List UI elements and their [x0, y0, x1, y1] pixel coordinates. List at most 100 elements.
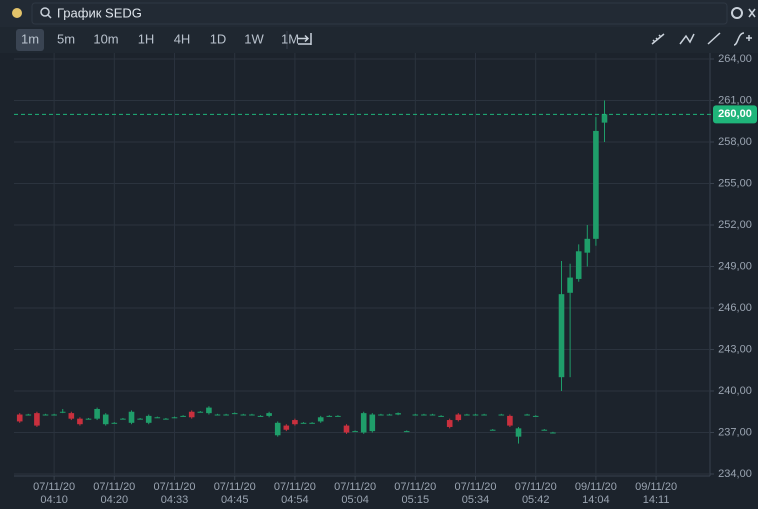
settings-icon[interactable]: [731, 7, 743, 19]
candle-body: [584, 238, 591, 253]
interval-button[interactable]: 1H: [138, 31, 155, 46]
y-tick-label: 234,00: [718, 468, 752, 480]
search-box[interactable]: [31, 2, 728, 25]
candle-body: [567, 277, 573, 293]
draw-icon[interactable]: [733, 32, 752, 46]
candle-body: [386, 414, 393, 416]
candle-body: [257, 415, 264, 417]
line-icon[interactable]: [707, 32, 721, 45]
candle-body: [214, 414, 221, 416]
candle-body: [489, 429, 496, 431]
candle-body: [464, 414, 470, 416]
search-icon: [40, 7, 50, 17]
candle-body: [481, 414, 487, 416]
candle-body: [240, 414, 247, 416]
interval-button[interactable]: 1W: [244, 31, 264, 46]
x-tick-label: 07/11/20 04:33: [153, 481, 196, 506]
interval-button[interactable]: 1D: [210, 31, 227, 46]
interval-button[interactable]: 4H: [174, 31, 191, 46]
window-dot[interactable]: [12, 8, 22, 18]
candle-body: [524, 414, 530, 416]
candle-body: [593, 130, 599, 239]
candle-body: [249, 414, 255, 416]
candle-body: [429, 414, 436, 416]
y-tick-label: 252,00: [718, 219, 752, 231]
candle-body: [472, 414, 479, 416]
interval-button[interactable]: 1M: [281, 31, 299, 46]
candle-body: [438, 415, 444, 417]
goto-end-icon[interactable]: [298, 33, 312, 45]
y-tick-label: 249,00: [718, 260, 752, 272]
candle-body: [85, 418, 92, 420]
active-interval-bg: [16, 29, 44, 51]
candle-body: [180, 415, 186, 417]
interval-button[interactable]: 10m: [93, 31, 118, 46]
search-icon: [47, 14, 52, 19]
y-tick-label: 240,00: [718, 385, 752, 397]
x-tick-label: 07/11/20 04:20: [93, 481, 136, 506]
candle-body: [51, 414, 57, 416]
interval-button[interactable]: 5m: [57, 31, 75, 46]
x-tick-label: 09/11/20 14:04: [574, 481, 617, 506]
candle-body: [154, 417, 161, 419]
candle-body: [558, 294, 565, 378]
candle-body: [223, 414, 229, 416]
candle-body: [206, 407, 212, 414]
candle-body: [188, 411, 195, 418]
candle-body: [171, 417, 178, 419]
candle-body: [352, 431, 358, 433]
candle-body: [274, 422, 281, 436]
candle-body: [292, 420, 298, 425]
candle-body: [25, 414, 32, 416]
x-tick-label: 07/11/20 05:04: [334, 481, 377, 506]
close-icon[interactable]: [748, 8, 756, 18]
y-tick-label: 246,00: [718, 302, 752, 314]
candle-body: [446, 420, 453, 427]
candle-body: [128, 411, 135, 423]
last-price-box: [713, 105, 757, 124]
candle-body: [369, 414, 376, 432]
ruler-icon[interactable]: [651, 33, 665, 45]
candle-body: [300, 422, 307, 424]
candle-body: [360, 413, 367, 433]
candle-body: [403, 431, 410, 433]
candle-body: [541, 429, 548, 431]
y-tick-label: 261,00: [718, 94, 752, 106]
candle-body: [68, 413, 75, 419]
candle-body: [77, 418, 83, 425]
candle-body: [94, 408, 100, 419]
candle-body: [111, 422, 118, 424]
candle-body: [231, 413, 238, 415]
candle-body: [532, 415, 539, 417]
y-tick-label: 255,00: [718, 177, 752, 189]
candle-body: [102, 414, 109, 425]
candle-body: [34, 413, 40, 426]
candle-body: [283, 425, 290, 430]
y-tick-label: 264,00: [718, 53, 752, 65]
candle-body: [455, 414, 462, 421]
x-tick-label: 07/11/20 05:42: [514, 481, 557, 506]
candle-body: [378, 414, 384, 416]
trend-icon[interactable]: [679, 33, 695, 45]
x-tick-label: 07/11/20 05:34: [454, 481, 497, 506]
candle-body: [197, 411, 204, 413]
candle-body: [137, 418, 143, 420]
candle-body: [120, 418, 126, 420]
candle-body: [575, 251, 582, 279]
candle-body: [326, 415, 333, 417]
x-tick-label: 07/11/20 05:15: [394, 481, 437, 506]
candle-body: [421, 414, 427, 416]
last-price-label: 260,00: [718, 108, 752, 120]
x-tick-label: 07/11/20 04:10: [33, 481, 76, 506]
candle-body: [16, 414, 23, 422]
candle-body: [309, 422, 315, 424]
y-tick-label: 237,00: [718, 426, 752, 438]
x-tick-label: 09/11/20 14:11: [635, 481, 678, 506]
candle-body: [59, 411, 66, 413]
interval-button[interactable]: 1m: [21, 31, 39, 46]
candle-body: [42, 414, 49, 416]
candle-body: [163, 418, 169, 420]
candle-body: [343, 425, 350, 433]
